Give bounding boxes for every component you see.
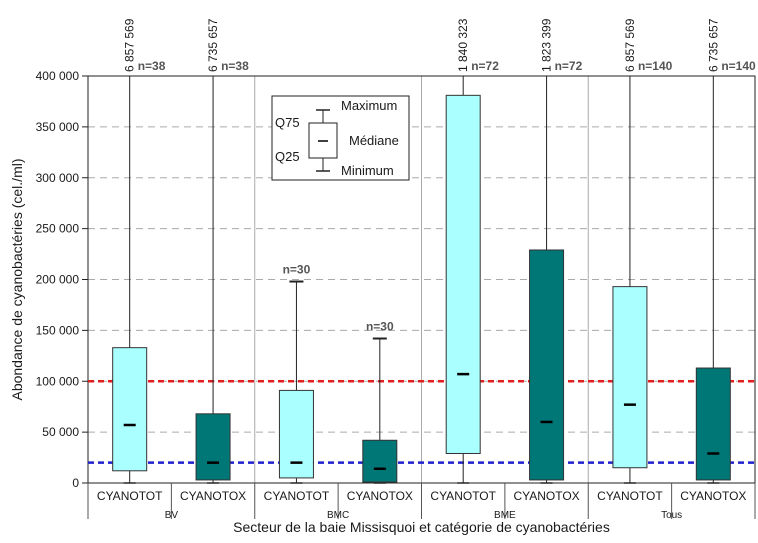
legend-q75-label: Q75 — [275, 115, 300, 130]
box-body — [112, 347, 148, 472]
category-label: CYANOTOX — [347, 489, 413, 503]
y-tick-label: 300 000 — [36, 171, 80, 185]
y-tick-label: 100 000 — [36, 374, 80, 388]
n-label: n=140 — [721, 59, 756, 73]
box-body — [195, 413, 231, 481]
y-tick-label: 250 000 — [36, 222, 80, 236]
n-label: n=72 — [555, 59, 583, 73]
max-value-label: 1 823 399 — [540, 18, 554, 72]
max-value-label: 1 840 323 — [456, 18, 470, 72]
y-tick-label: 200 000 — [36, 273, 80, 287]
max-value-label: 6 735 657 — [706, 18, 720, 72]
legend-median-label: Médiane — [349, 133, 399, 148]
n-label: n=30 — [366, 320, 394, 334]
n-label: n=38 — [138, 59, 166, 73]
legend-max-label: Maximum — [341, 98, 397, 113]
category-label: CYANOTOX — [680, 489, 746, 503]
group-label: BV — [165, 510, 179, 521]
box-body — [529, 249, 565, 481]
box-body — [362, 439, 398, 483]
box-body — [612, 286, 648, 469]
y-tick-label: 400 000 — [36, 69, 80, 83]
y-tick-label: 350 000 — [36, 120, 80, 134]
y-tick-label: 150 000 — [36, 323, 80, 337]
n-label: n=72 — [471, 59, 499, 73]
x-axis-title: Secteur de la baie Missisquoi et catégor… — [233, 519, 610, 535]
n-label: n=38 — [221, 59, 249, 73]
group-label: BMC — [327, 510, 349, 521]
box-body — [695, 367, 731, 481]
y-axis-title: Abondance de cyanobactéries (cel./ml) — [9, 158, 25, 400]
group-label: Tous — [661, 510, 682, 521]
n-label: n=30 — [283, 263, 311, 277]
legend-box — [271, 95, 410, 181]
category-label: CYANOTOT — [97, 489, 163, 503]
legend-q25-label: Q25 — [275, 149, 300, 164]
y-tick-label: 50 000 — [42, 425, 79, 439]
box-body — [278, 389, 314, 479]
group-label: BME — [494, 510, 516, 521]
legend-min-label: Minimum — [341, 163, 394, 178]
max-value-label: 6 857 569 — [123, 18, 137, 72]
box-body — [445, 94, 481, 454]
category-label: CYANOTOT — [430, 489, 496, 503]
category-label: CYANOTOX — [513, 489, 579, 503]
max-value-label: 6 857 569 — [623, 18, 637, 72]
n-label: n=140 — [638, 59, 673, 73]
category-label: CYANOTOT — [597, 489, 663, 503]
y-tick-label: 0 — [72, 476, 79, 490]
category-label: CYANOTOX — [180, 489, 246, 503]
max-value-label: 6 735 657 — [206, 18, 220, 72]
category-label: CYANOTOT — [264, 489, 330, 503]
